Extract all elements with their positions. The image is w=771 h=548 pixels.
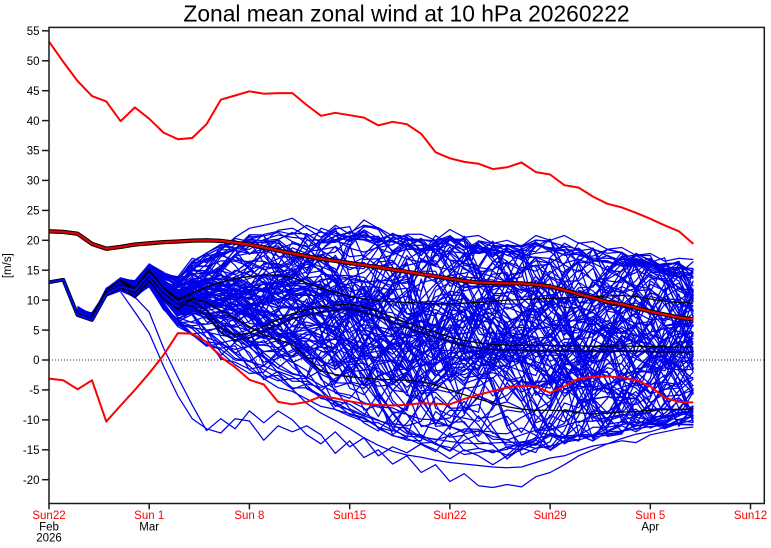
svg-text:-10: -10 bbox=[23, 415, 40, 427]
svg-text:50: 50 bbox=[27, 56, 40, 68]
svg-text:Sun22: Sun22 bbox=[32, 510, 65, 522]
svg-text:-5: -5 bbox=[29, 385, 39, 397]
svg-text:55: 55 bbox=[27, 26, 40, 38]
svg-text:0: 0 bbox=[33, 355, 39, 367]
svg-text:Feb: Feb bbox=[39, 522, 59, 534]
svg-text:Apr: Apr bbox=[641, 522, 659, 534]
svg-text:Sun15: Sun15 bbox=[333, 510, 366, 522]
svg-text:40: 40 bbox=[27, 116, 40, 128]
svg-text:Sun29: Sun29 bbox=[533, 510, 566, 522]
svg-text:15: 15 bbox=[27, 265, 40, 277]
svg-text:Sun 5: Sun 5 bbox=[635, 510, 665, 522]
svg-text:-15: -15 bbox=[23, 445, 40, 457]
svg-text:45: 45 bbox=[27, 86, 40, 98]
svg-text:35: 35 bbox=[27, 146, 40, 158]
svg-text:20: 20 bbox=[27, 236, 40, 248]
svg-text:2026: 2026 bbox=[36, 533, 62, 545]
svg-text:30: 30 bbox=[27, 176, 40, 188]
svg-text:10: 10 bbox=[27, 295, 40, 307]
svg-text:Mar: Mar bbox=[139, 522, 159, 534]
svg-text:Zonal mean zonal wind at 10 hP: Zonal mean zonal wind at 10 hPa 20260222 bbox=[183, 0, 629, 26]
svg-text:[m/s]: [m/s] bbox=[2, 253, 14, 278]
svg-text:Sun22: Sun22 bbox=[433, 510, 466, 522]
svg-text:-20: -20 bbox=[23, 475, 40, 487]
svg-text:5: 5 bbox=[33, 325, 39, 337]
svg-text:Sun 8: Sun 8 bbox=[234, 510, 264, 522]
svg-text:Sun 1: Sun 1 bbox=[134, 510, 164, 522]
svg-text:25: 25 bbox=[27, 206, 40, 218]
svg-text:Sun12: Sun12 bbox=[734, 510, 767, 522]
